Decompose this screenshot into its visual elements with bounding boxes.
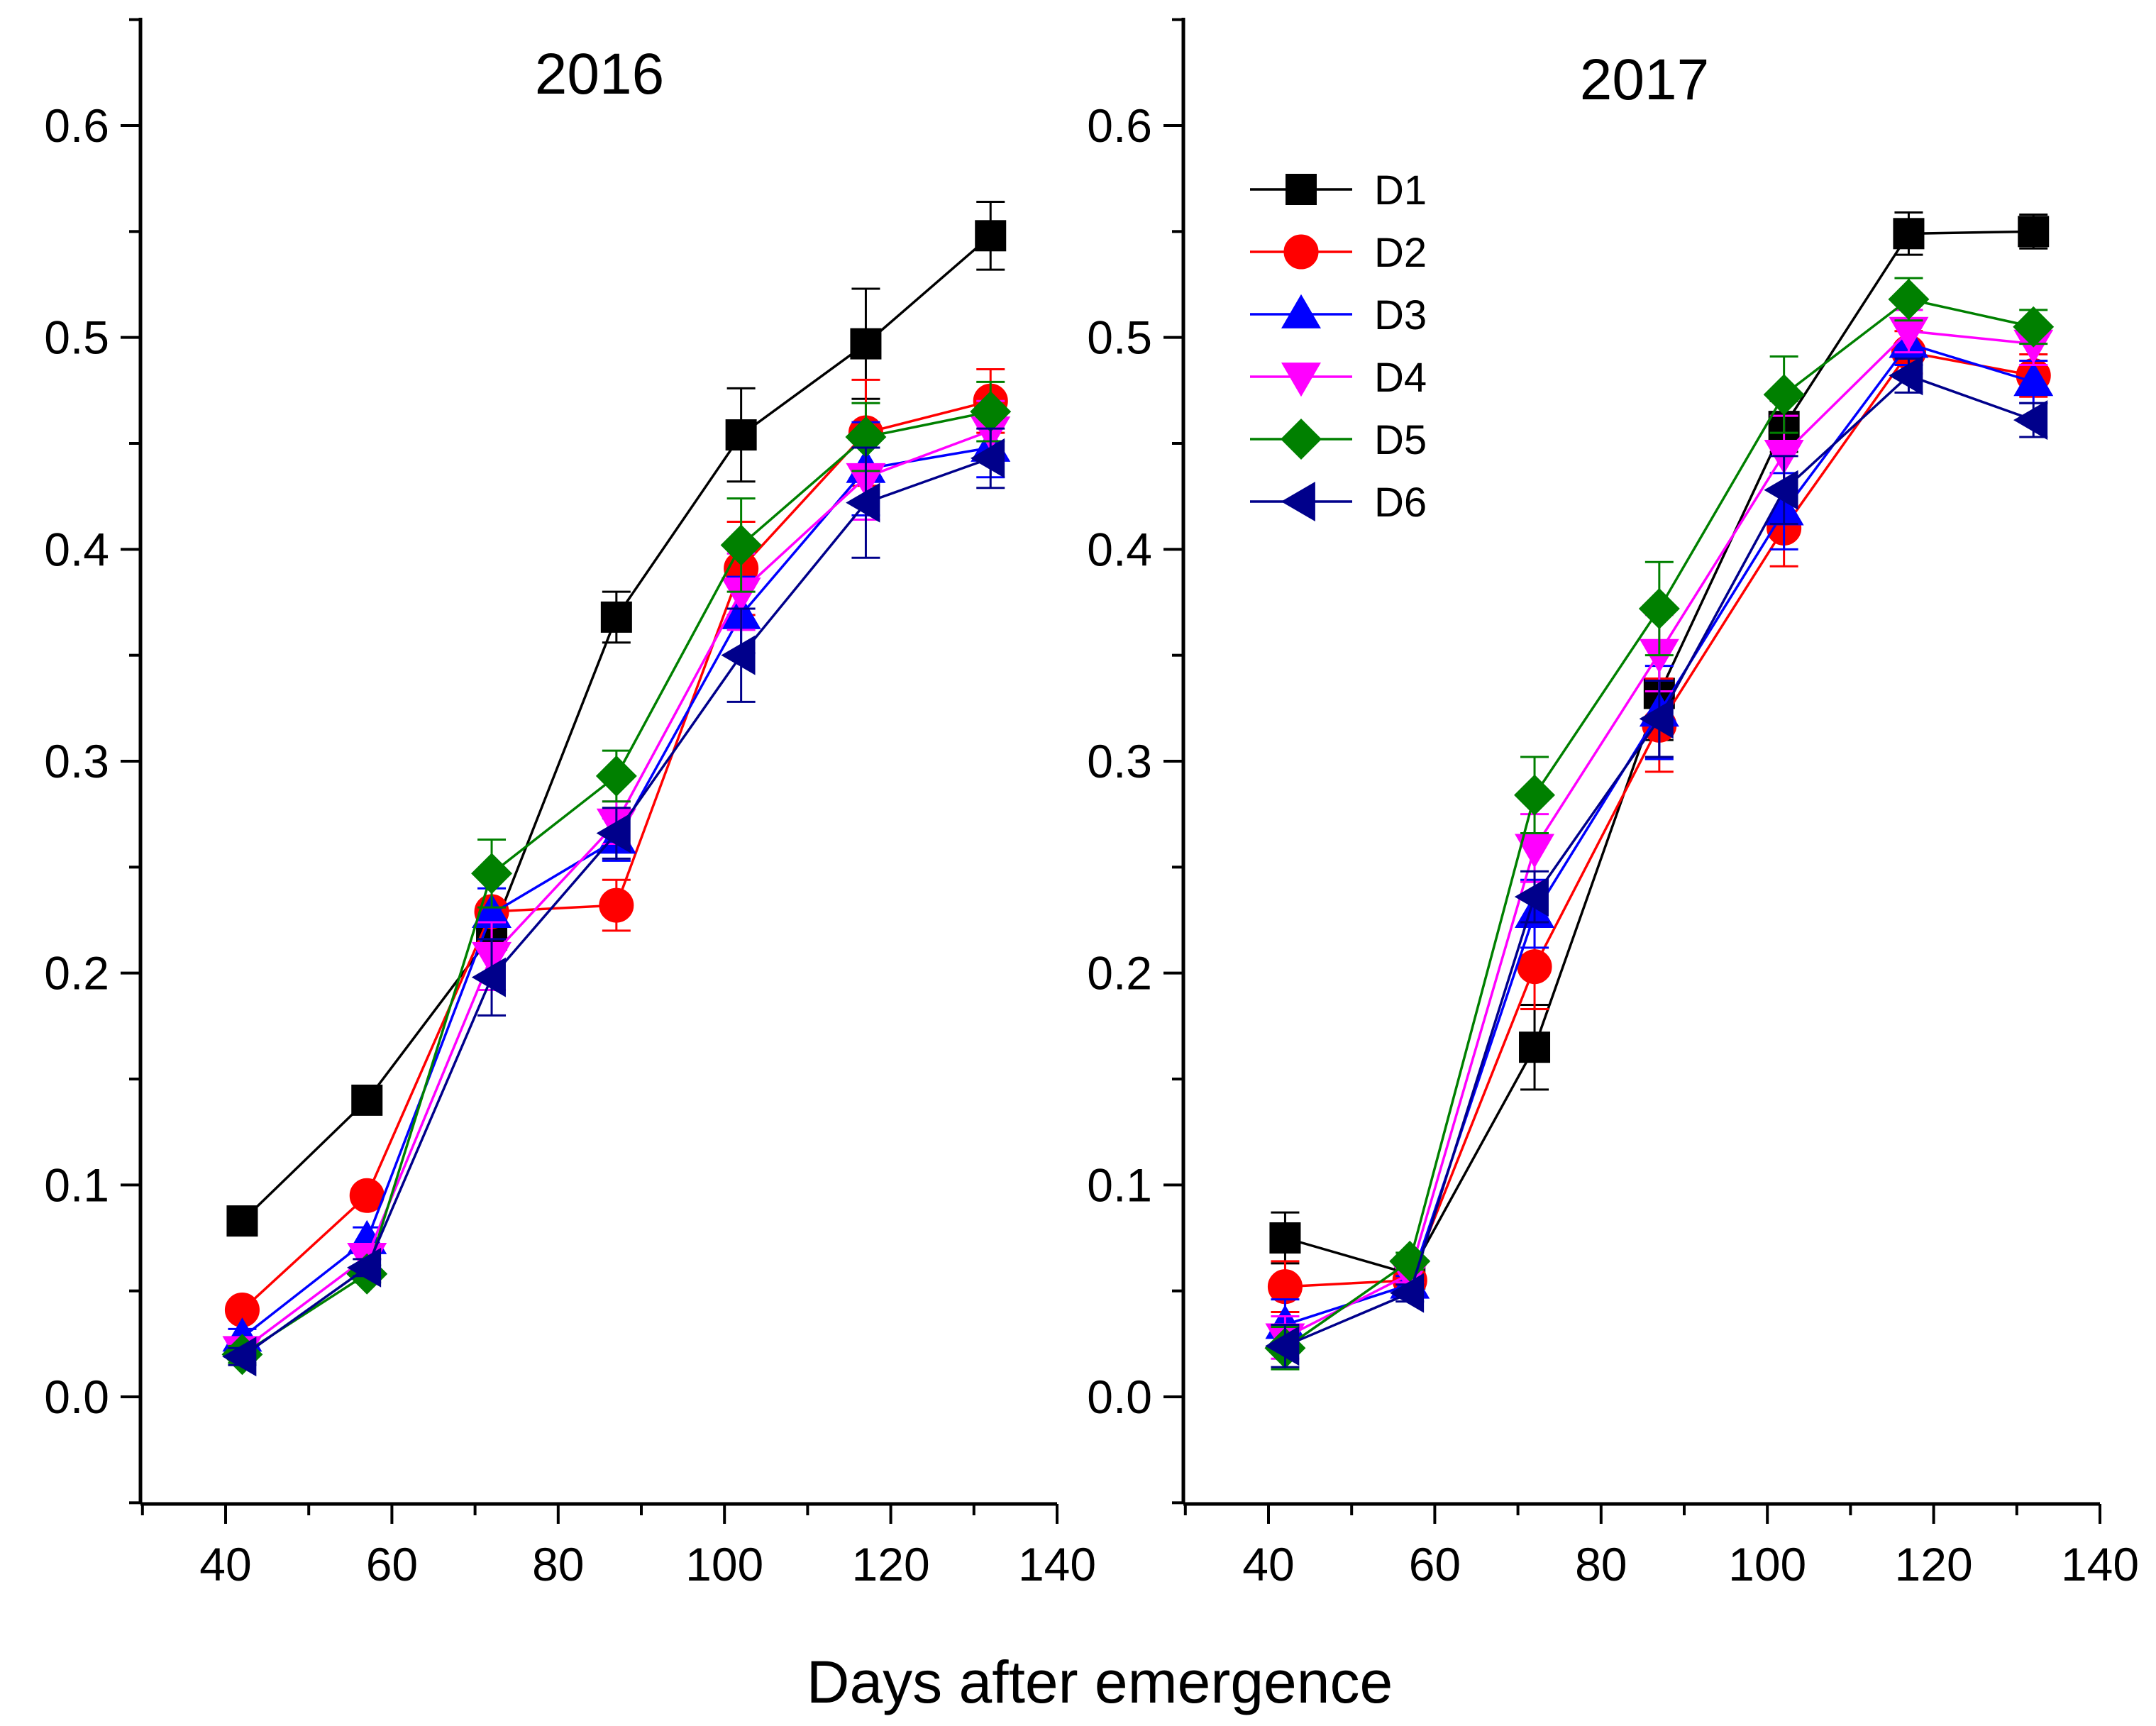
x-tick-label: 40 (199, 1538, 251, 1591)
data-point (1763, 374, 1805, 416)
legend-marker (1281, 294, 1321, 328)
legend-item-d2: D2 (1250, 230, 1427, 276)
data-point (2013, 362, 2054, 397)
series-d6 (1265, 355, 2048, 1368)
x-tick-label: 120 (1895, 1538, 1973, 1591)
data-point (600, 601, 632, 633)
data-point (1269, 1222, 1301, 1254)
y-tick-label: 0.0 (44, 1371, 109, 1423)
data-point (1888, 278, 1930, 320)
x-tick-label: 80 (1575, 1538, 1627, 1591)
legend-marker (1286, 174, 1317, 205)
legend: D1 D2 D3 D4 D5 D6 (1250, 167, 1427, 526)
x-tick-label: 100 (685, 1538, 763, 1591)
legend-item-d4: D4 (1250, 355, 1427, 401)
y-tick-label: 0.5 (44, 311, 109, 364)
data-point (226, 1205, 258, 1237)
data-point (1893, 218, 1925, 250)
data-point (1265, 1326, 1300, 1366)
panel-2017: 40 60 80 100 120 140 0.0 0.1 0.2 0.3 0.4 0.5 0.6 201… (1087, 18, 2139, 1591)
panel-title: 2017 (1580, 48, 1709, 112)
data-point (1514, 877, 1549, 917)
x-tick-label: 100 (1728, 1538, 1806, 1591)
data-point (850, 328, 882, 360)
x-tick-label: 60 (1409, 1538, 1461, 1591)
series-d5 (1264, 277, 2055, 1371)
plot-area (221, 201, 1012, 1377)
y-tick-label: 0.3 (44, 735, 109, 787)
legend-label: D2 (1374, 230, 1427, 276)
panel-title: 2016 (535, 42, 664, 106)
data-point (1889, 355, 1923, 396)
data-point (471, 957, 506, 997)
data-point (975, 220, 1007, 252)
data-point (596, 813, 631, 853)
axis-tick-labels: 40 60 80 100 120 140 0.0 0.1 0.2 0.3 0.4 0.5 0.6 (44, 99, 1096, 1591)
panel-2016: 40 60 80 100 120 140 0.0 0.1 0.2 0.3 0.4 0.5 0.6 201… (44, 18, 1096, 1591)
y-tick-label: 0.4 (1087, 523, 1152, 575)
data-point (599, 887, 634, 923)
legend-label: D6 (1374, 480, 1427, 526)
x-axis-title: Days after emergence (807, 1649, 1393, 1715)
y-tick-label: 0.6 (1087, 99, 1152, 152)
data-point (725, 419, 757, 451)
legend-label: D1 (1374, 167, 1427, 214)
data-point (222, 1337, 257, 1377)
data-point (1515, 834, 1555, 868)
data-point (1390, 1273, 1425, 1313)
data-point (721, 635, 756, 675)
legend-label: D5 (1374, 417, 1427, 463)
x-tick-label: 60 (366, 1538, 418, 1591)
data-point (2018, 216, 2050, 248)
data-point (1519, 1031, 1551, 1063)
data-point (347, 1247, 382, 1288)
legend-marker (1281, 363, 1321, 397)
axis-ticks (121, 18, 1058, 1524)
y-tick-label: 0.1 (44, 1158, 109, 1211)
plot-area (1264, 211, 2055, 1371)
data-point (1764, 470, 1798, 510)
data-point (846, 482, 880, 523)
y-tick-label: 0.2 (44, 947, 109, 1000)
data-point (2013, 306, 2055, 348)
axis-tick-labels: 40 60 80 100 120 140 0.0 0.1 0.2 0.3 0.4 0.5 0.6 (1087, 99, 2139, 1591)
y-tick-label: 0.4 (44, 523, 109, 575)
legend-marker (1283, 234, 1319, 270)
y-tick-label: 0.6 (44, 99, 109, 152)
x-tick-label: 140 (1018, 1538, 1096, 1591)
data-point (1517, 949, 1552, 985)
y-tick-label: 0.1 (1087, 1158, 1152, 1211)
data-point (2013, 400, 2048, 441)
data-point (1639, 699, 1674, 739)
data-point (1638, 587, 1680, 629)
y-tick-label: 0.2 (1087, 947, 1152, 1000)
legend-label: D3 (1374, 292, 1427, 338)
data-point (971, 438, 1005, 478)
legend-marker (1281, 419, 1322, 460)
legend-item-d6: D6 (1250, 480, 1427, 526)
legend-marker (1281, 482, 1315, 521)
data-point (595, 755, 637, 797)
series-d1 (226, 201, 1007, 1237)
axis-ticks (1163, 18, 2101, 1524)
x-tick-label: 40 (1242, 1538, 1294, 1591)
y-tick-label: 0.0 (1087, 1371, 1152, 1423)
x-tick-label: 140 (2061, 1538, 2139, 1591)
legend-label: D4 (1374, 355, 1427, 401)
x-tick-label: 80 (532, 1538, 584, 1591)
legend-item-d3: D3 (1250, 292, 1427, 338)
y-tick-label: 0.3 (1087, 735, 1152, 787)
legend-item-d1: D1 (1250, 167, 1427, 214)
y-tick-label: 0.5 (1087, 311, 1152, 364)
data-point (720, 524, 762, 566)
series-d6 (222, 427, 1005, 1377)
data-point (351, 1084, 383, 1116)
x-tick-label: 120 (852, 1538, 930, 1591)
data-point (1514, 774, 1556, 816)
legend-item-d5: D5 (1250, 417, 1427, 463)
data-point (471, 853, 513, 895)
